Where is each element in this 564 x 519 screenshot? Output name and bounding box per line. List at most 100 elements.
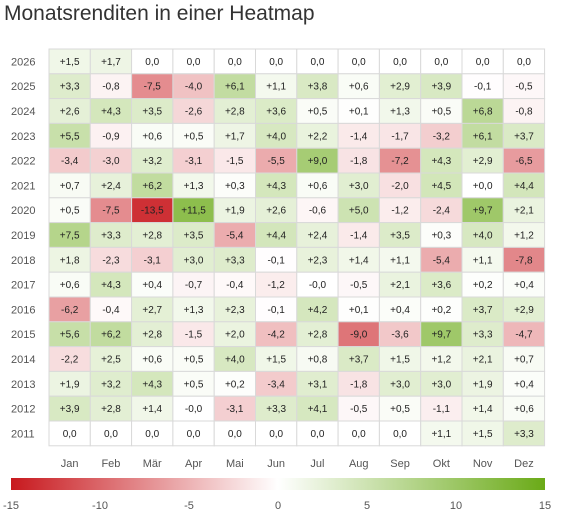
cell-label: +5,5 xyxy=(60,131,80,142)
cell-label: +0,6 xyxy=(142,355,162,366)
cell-label: -0,8 xyxy=(102,82,120,93)
cell-label: -1,2 xyxy=(268,280,286,291)
cell-label: 0,0 xyxy=(352,57,366,68)
cell-label: -3,4 xyxy=(268,379,286,390)
cell-label: -4,7 xyxy=(515,330,533,341)
cell-label: -3,2 xyxy=(433,131,451,142)
cell-label: -0,1 xyxy=(268,305,286,316)
heatmap-cell xyxy=(213,222,256,248)
cell-label: -7,8 xyxy=(515,255,533,266)
heatmap-cell xyxy=(131,271,174,298)
cell-label: +3,9 xyxy=(60,404,80,415)
cell-label: +3,0 xyxy=(184,255,204,266)
heatmap-cell xyxy=(255,395,298,422)
colorbar-tick-label: -10 xyxy=(92,500,108,512)
heatmap-cell xyxy=(420,98,463,124)
colorbar: -15 -10 -5 0 5 10 15 xyxy=(3,478,551,512)
cell-label: +0,4 xyxy=(514,280,534,291)
cell-label: +1,4 xyxy=(473,404,493,415)
cell-label: +5,6 xyxy=(60,330,80,341)
cell-label: +0,5 xyxy=(390,404,410,415)
cell-label: +0,7 xyxy=(514,355,534,366)
heatmap-cell xyxy=(213,122,256,149)
heatmap-cell xyxy=(48,98,91,124)
heatmap-cell xyxy=(255,321,298,348)
cell-label: +1,4 xyxy=(349,255,369,266)
cell-label: +2,4 xyxy=(101,181,121,192)
cell-label: -2,3 xyxy=(102,255,120,266)
heatmap-cell xyxy=(48,246,91,273)
cell-label: +1,3 xyxy=(390,107,410,118)
heatmap-cell xyxy=(172,395,215,422)
cell-label: +2,1 xyxy=(390,280,410,291)
cell-label: +0,8 xyxy=(308,355,328,366)
heatmap-cell xyxy=(255,370,298,397)
cell-label: -5,4 xyxy=(433,255,451,266)
heatmap-cell xyxy=(48,197,91,224)
cell-label: +1,8 xyxy=(60,255,80,266)
heatmap-cell xyxy=(89,420,133,447)
heatmap-cell xyxy=(461,222,504,248)
cell-label: 0,0 xyxy=(145,57,159,68)
cell-label: +2,0 xyxy=(225,330,245,341)
heatmap-cell xyxy=(420,296,463,323)
cell-label: +4,0 xyxy=(225,355,245,366)
cell-label: +0,2 xyxy=(225,379,245,390)
cell-label: 0,0 xyxy=(517,57,531,68)
heatmap-cell xyxy=(461,370,504,397)
heatmap-cell xyxy=(48,73,91,100)
x-tick-label: Jul xyxy=(310,458,324,470)
heatmap-cell xyxy=(337,48,380,75)
cell-label: +11,5 xyxy=(181,206,206,217)
cell-label: +2,6 xyxy=(266,206,286,217)
heatmap-cell xyxy=(213,346,256,372)
heatmap-cell xyxy=(131,346,174,372)
heatmap-cell xyxy=(502,147,546,174)
heatmap-cell xyxy=(89,246,133,273)
heatmap-cell xyxy=(172,172,215,199)
cell-label: +1,2 xyxy=(431,355,451,366)
heatmap-cell xyxy=(172,370,215,397)
cell-label: -0,5 xyxy=(350,404,368,415)
heatmap-cell xyxy=(337,420,380,447)
heatmap-cell xyxy=(337,98,380,124)
heatmap-cell xyxy=(378,346,422,372)
cell-label: +2,9 xyxy=(473,156,493,167)
cell-label: -0,9 xyxy=(102,131,120,142)
heatmap-cell xyxy=(296,296,339,323)
cell-label: +0,6 xyxy=(514,404,534,415)
heatmap-cell xyxy=(378,172,422,199)
heatmap-cell xyxy=(48,122,91,149)
cell-label: +3,7 xyxy=(349,355,369,366)
heatmap-cell xyxy=(296,73,339,100)
cell-label: 0,0 xyxy=(228,429,242,440)
cell-label: +4,0 xyxy=(473,231,493,242)
heatmap-cell xyxy=(48,222,91,248)
cell-label: +4,5 xyxy=(431,181,451,192)
cell-label: 0,0 xyxy=(310,429,324,440)
cell-label: -2,4 xyxy=(433,206,451,217)
heatmap-cell xyxy=(378,296,422,323)
heatmap-cell xyxy=(296,172,339,199)
heatmap-cell xyxy=(378,395,422,422)
colorbar-tick-label: 0 xyxy=(275,500,281,512)
heatmap-cell xyxy=(172,346,215,372)
cell-label: +2,7 xyxy=(142,305,162,316)
cell-label: -5,5 xyxy=(268,156,286,167)
cell-label: -5,4 xyxy=(226,231,244,242)
cell-label: -0,4 xyxy=(226,280,244,291)
heatmap-cell xyxy=(89,346,133,372)
x-tick-label: Apr xyxy=(185,458,202,470)
cell-label: +2,3 xyxy=(225,305,245,316)
cell-label: +6,2 xyxy=(142,181,162,192)
cell-label: -0,4 xyxy=(102,305,120,316)
cell-label: -3,1 xyxy=(226,404,244,415)
cell-label: +0,3 xyxy=(431,231,451,242)
cell-label: 0,0 xyxy=(228,57,242,68)
cell-label: +2,5 xyxy=(101,355,121,366)
heatmap-cell xyxy=(213,98,256,124)
x-tick-label: Jan xyxy=(61,458,79,470)
cell-label: +0,1 xyxy=(349,107,369,118)
y-tick-label: 2013 xyxy=(11,379,35,391)
heatmap-cell xyxy=(213,197,256,224)
